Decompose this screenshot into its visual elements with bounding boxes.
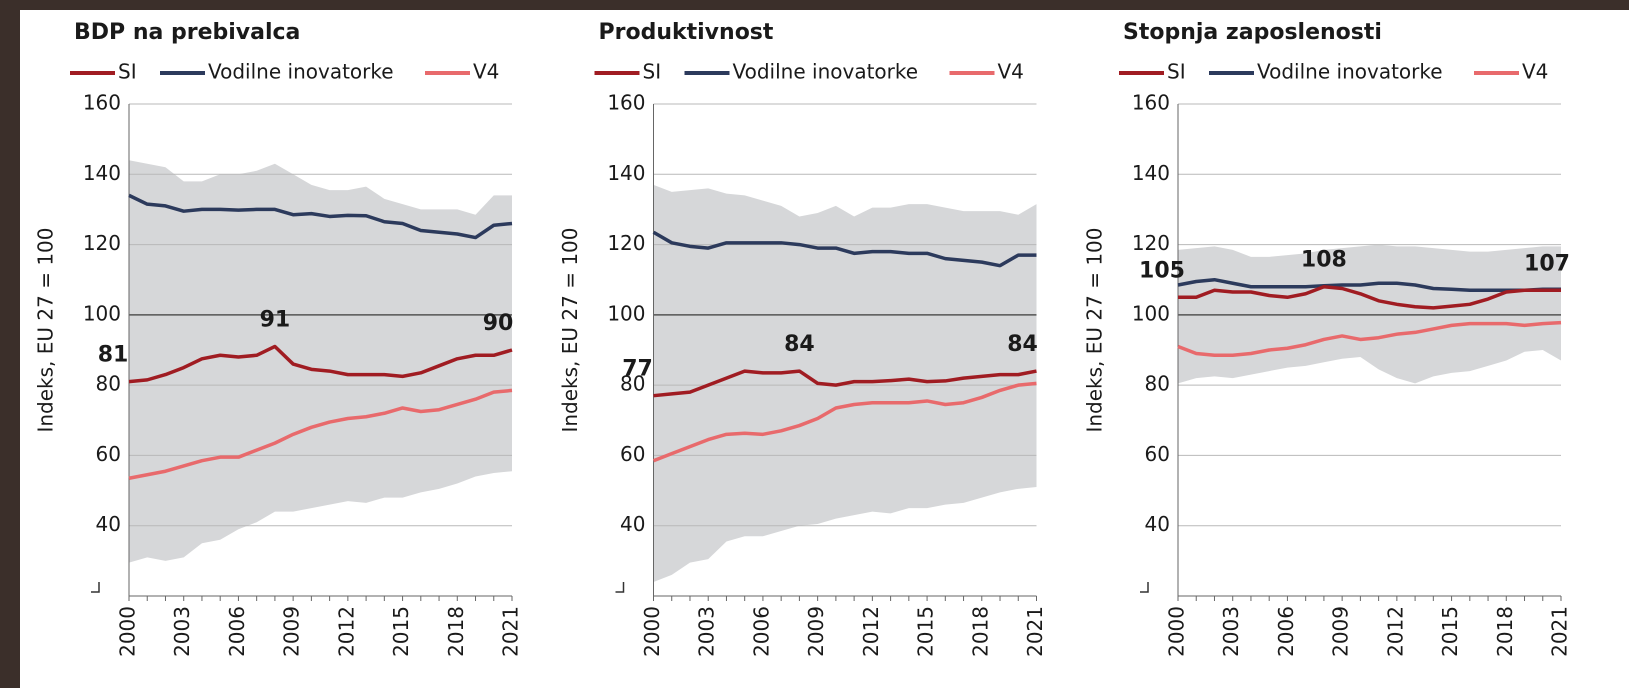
x-tick-label: 2012 bbox=[334, 606, 358, 657]
series-line bbox=[652, 230, 1037, 268]
y-tick-label: 140 bbox=[83, 161, 121, 185]
x-tick-label: 2015 bbox=[389, 606, 413, 657]
x-tick-label: 2015 bbox=[914, 606, 938, 657]
axis-break bbox=[1140, 582, 1149, 593]
x-tick-label: 2012 bbox=[859, 606, 883, 657]
x-tick-label: 2012 bbox=[1383, 606, 1407, 657]
value-label: 84 bbox=[784, 332, 815, 357]
axis-break bbox=[91, 582, 100, 593]
series-line bbox=[652, 381, 1037, 463]
series-line bbox=[128, 344, 513, 384]
x-tick-label: 2000 bbox=[116, 606, 140, 657]
series-line bbox=[128, 388, 513, 480]
value-label: 107 bbox=[1524, 251, 1570, 276]
y-tick-label: 140 bbox=[1132, 161, 1170, 185]
value-label: 81 bbox=[98, 343, 129, 368]
x-tick-label: 2000 bbox=[640, 606, 664, 657]
x-tick-label: 2009 bbox=[804, 606, 828, 657]
y-tick-label: 160 bbox=[1132, 91, 1170, 115]
x-tick-label: 2006 bbox=[1274, 606, 1298, 657]
legend-label: SI bbox=[1167, 60, 1186, 84]
x-tick-label: 2006 bbox=[749, 606, 773, 657]
y-tick-label: 100 bbox=[83, 301, 121, 325]
range-band bbox=[129, 160, 512, 563]
y-tick-label: 40 bbox=[620, 512, 645, 536]
x-tick-label: 2003 bbox=[1219, 606, 1243, 657]
chart-title: Stopnja zaposlenosti bbox=[1123, 20, 1382, 45]
chart-title: BDP na prebivalca bbox=[74, 20, 300, 45]
y-tick-label: 40 bbox=[1145, 512, 1170, 536]
x-tick-label: 2018 bbox=[1493, 606, 1517, 657]
value-label: 90 bbox=[483, 311, 514, 336]
x-tick-label: 2015 bbox=[1438, 606, 1462, 657]
y-axis-label: Indeks, EU 27 = 100 bbox=[558, 227, 582, 432]
legend-label: SI bbox=[643, 60, 662, 84]
value-label: 105 bbox=[1139, 258, 1185, 283]
y-tick-label: 60 bbox=[620, 442, 645, 466]
x-tick-label: 2021 bbox=[1023, 606, 1047, 657]
value-label: 91 bbox=[260, 307, 291, 332]
legend-label: Vodilne inovatorke bbox=[1257, 60, 1443, 84]
series-line bbox=[1177, 320, 1562, 358]
y-tick-label: 80 bbox=[1145, 372, 1170, 396]
y-tick-label: 100 bbox=[1132, 301, 1170, 325]
y-tick-label: 120 bbox=[607, 231, 645, 255]
legend-label: V4 bbox=[1522, 60, 1548, 84]
x-tick-label: 2009 bbox=[1329, 606, 1353, 657]
value-label: 84 bbox=[1007, 332, 1038, 357]
y-tick-label: 120 bbox=[1132, 231, 1170, 255]
x-tick-label: 2003 bbox=[170, 606, 194, 657]
x-tick-label: 2021 bbox=[499, 606, 523, 657]
x-tick-label: 2006 bbox=[225, 606, 249, 657]
y-tick-label: 160 bbox=[607, 91, 645, 115]
y-tick-label: 140 bbox=[607, 161, 645, 185]
y-tick-label: 120 bbox=[83, 231, 121, 255]
y-tick-label: 40 bbox=[96, 512, 121, 536]
y-tick-label: 60 bbox=[96, 442, 121, 466]
x-tick-label: 2009 bbox=[280, 606, 304, 657]
x-tick-label: 2018 bbox=[968, 606, 992, 657]
chart-title: Produktivnost bbox=[599, 20, 774, 45]
y-tick-label: 100 bbox=[607, 301, 645, 325]
y-tick-label: 60 bbox=[1145, 442, 1170, 466]
series-line bbox=[128, 193, 513, 240]
y-tick-label: 160 bbox=[83, 91, 121, 115]
x-tick-label: 2003 bbox=[695, 606, 719, 657]
series-line bbox=[1178, 284, 1561, 310]
axis-break bbox=[615, 582, 625, 593]
legend-label: V4 bbox=[473, 60, 499, 84]
value-label: 108 bbox=[1301, 248, 1347, 273]
value-label: 77 bbox=[622, 357, 653, 382]
x-tick-label: 2018 bbox=[444, 606, 468, 657]
legend-label: Vodilne inovatorke bbox=[208, 60, 394, 84]
series-line bbox=[653, 369, 1037, 398]
legend-label: SI bbox=[118, 60, 137, 84]
y-axis-label: Indeks, EU 27 = 100 bbox=[34, 227, 58, 432]
legend-label: Vodilne inovatorke bbox=[733, 60, 919, 84]
legend-label: V4 bbox=[998, 60, 1024, 84]
x-tick-label: 2000 bbox=[1165, 606, 1189, 657]
y-tick-label: 80 bbox=[96, 372, 121, 396]
x-tick-label: 2021 bbox=[1548, 606, 1572, 657]
series-line bbox=[1177, 277, 1561, 293]
y-tick-label: 80 bbox=[620, 372, 645, 396]
y-axis-label: Indeks, EU 27 = 100 bbox=[1083, 227, 1107, 432]
